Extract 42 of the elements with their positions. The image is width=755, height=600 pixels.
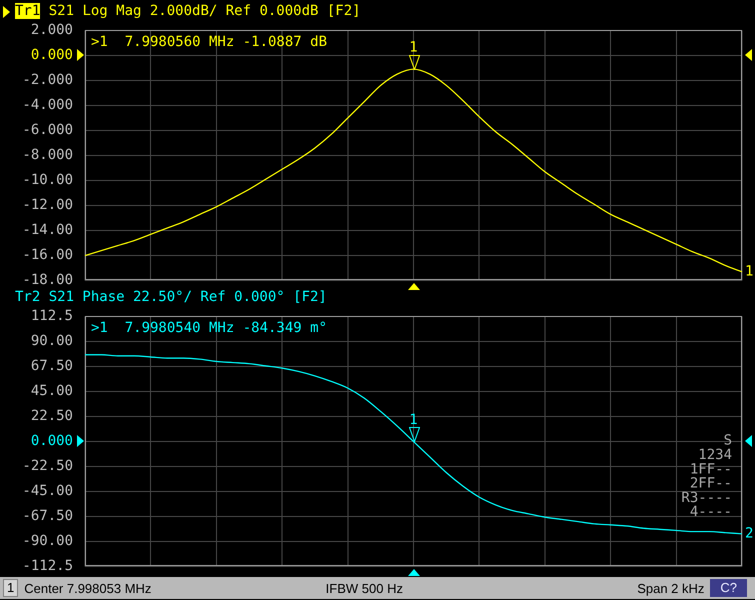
y-tick-label: 45.00 (30, 382, 73, 399)
y-tick-label: -22.50 (22, 458, 73, 474)
line-series (84, 354, 743, 534)
y-tick-label: -18.00 (22, 272, 73, 288)
annotation: 1 (409, 39, 418, 56)
y-tick-label: 112.5 (30, 308, 73, 324)
y-tick-label: 22.50 (30, 408, 73, 424)
y-tick-label: -2.000 (22, 72, 73, 88)
annotation: >1 7.9980560 MHz -1.0887 dB (91, 34, 328, 50)
y-tick-label: 67.50 (30, 358, 73, 374)
y-tick-label: -6.000 (22, 122, 73, 138)
y-tick-label: -112.5 (22, 558, 73, 574)
annotation: >1 7.9980540 MHz -84.349 m° (91, 320, 328, 336)
y-tick-label: -4.000 (22, 96, 73, 113)
y-tick-label: -16.00 (22, 246, 73, 263)
y-tick-label: -45.00 (22, 482, 73, 499)
text: Span 2 kHz (636, 580, 704, 596)
annotation: 1FF-- (690, 460, 732, 477)
annotation: 1234 (698, 446, 732, 463)
y-tick-label: 90.00 (30, 332, 73, 349)
y-tick-label: -14.00 (22, 222, 73, 238)
y-tick-label: -12.00 (22, 196, 73, 213)
annotation: R3---- (681, 490, 732, 506)
annotation: 2FF-- (690, 475, 732, 492)
y-tick-label: 2.000 (30, 22, 73, 38)
series-label: 2 (745, 525, 754, 542)
text: IFBW 500 Hz (324, 580, 404, 596)
text: Center 7.998053 MHz (24, 580, 152, 596)
y-tick-label: -10.00 (22, 172, 73, 188)
annotation: 4---- (690, 504, 732, 520)
y-tick-label: 0.000 (30, 432, 73, 449)
series-label: 1 (745, 263, 754, 280)
annotation: S (724, 432, 732, 448)
chart-title: Tr2 S21 Phase 22.50°/ Ref 0.000° [F2] (15, 289, 327, 306)
y-tick-label: 0.000 (30, 46, 73, 63)
annotation: 1 (409, 412, 418, 428)
text: C? (710, 579, 748, 597)
y-tick-label: -90.00 (22, 532, 73, 549)
text: 1 (3, 579, 18, 597)
chart-title: Tr1 S21 Log Mag 2.000dB/ Ref 0.000dB [F2] (15, 3, 361, 20)
y-tick-label: -8.000 (22, 146, 73, 163)
y-tick-label: -67.50 (22, 508, 73, 524)
